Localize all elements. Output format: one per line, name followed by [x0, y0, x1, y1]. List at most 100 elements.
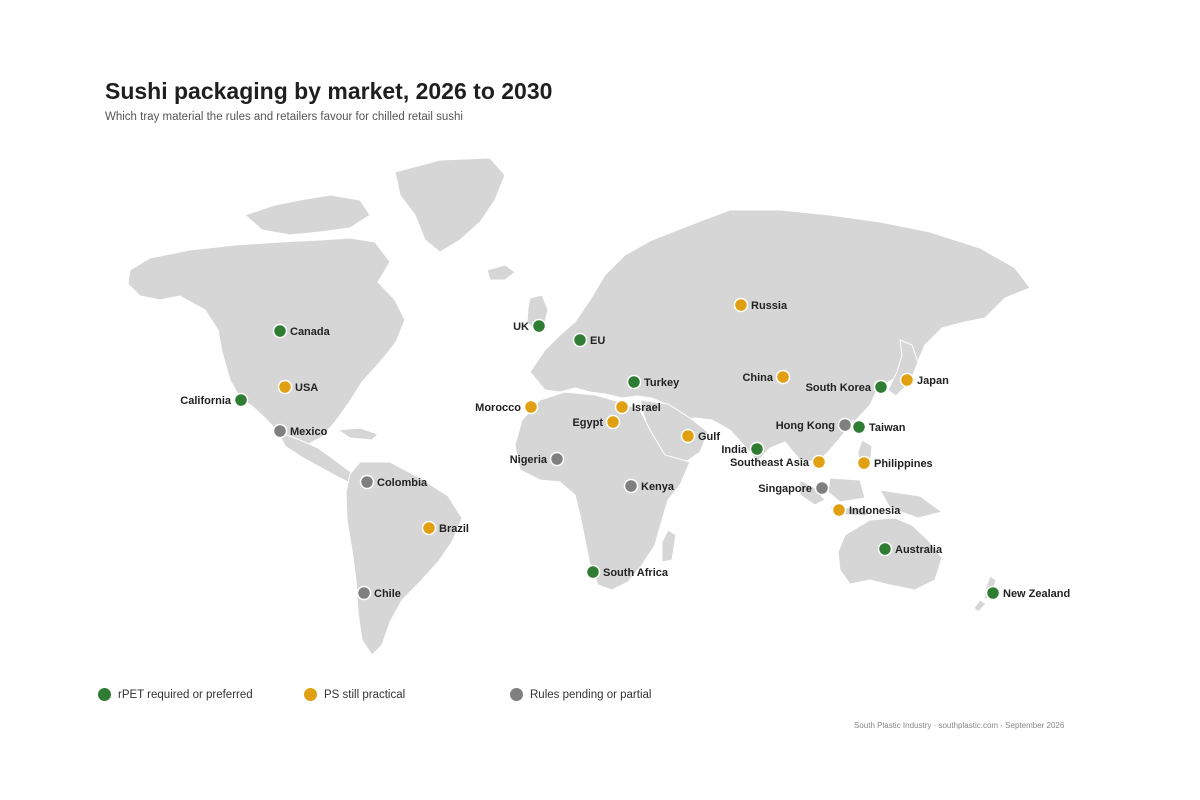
marker-label-nigeria: Nigeria: [510, 454, 548, 466]
madagascar-shape: [661, 529, 677, 563]
market-marker-southeast-asia: Southeast Asia: [730, 454, 827, 470]
map-title: Sushi packaging by market, 2026 to 2030: [105, 78, 553, 104]
marker-dot-eu: [572, 332, 588, 348]
marker-label-southeast-asia: Southeast Asia: [730, 457, 810, 469]
marker-dot-colombia: [359, 474, 375, 490]
marker-label-california: California: [180, 395, 232, 407]
market-marker-uk: UK: [513, 318, 547, 334]
marker-dot-south-korea: [873, 379, 889, 395]
japan-shape: [887, 339, 919, 397]
marker-label-indonesia: Indonesia: [849, 505, 901, 517]
marker-label-new-zealand: New Zealand: [1003, 588, 1070, 600]
marker-dot-uk: [531, 318, 547, 334]
source-footer: South Plastic Industry · southplastic.co…: [854, 721, 1065, 730]
caribbean-shape: [336, 427, 379, 441]
marker-dot-philippines: [856, 455, 872, 471]
market-marker-japan: Japan: [899, 372, 949, 388]
marker-label-usa: USA: [295, 382, 318, 394]
marker-dot-south-africa: [585, 564, 601, 580]
market-marker-kenya: Kenya: [623, 478, 675, 494]
legend-dot-rpet: [98, 688, 111, 701]
greenland-shape: [394, 157, 506, 253]
market-marker-russia: Russia: [733, 297, 788, 313]
marker-label-australia: Australia: [895, 544, 943, 556]
market-marker-south-africa: South Africa: [585, 564, 669, 580]
legend-label-ps: PS still practical: [324, 688, 406, 701]
marker-label-gulf: Gulf: [698, 431, 720, 443]
market-marker-brazil: Brazil: [421, 520, 469, 536]
south-america-shape: [345, 461, 463, 656]
marker-dot-southeast-asia: [811, 454, 827, 470]
marker-dot-morocco: [523, 399, 539, 415]
market-marker-usa: USA: [277, 379, 318, 395]
market-marker-gulf: Gulf: [680, 428, 720, 444]
marker-dot-india: [749, 441, 765, 457]
marker-dot-kenya: [623, 478, 639, 494]
legend-label-rpet: rPET required or preferred: [118, 688, 253, 701]
marker-dot-brazil: [421, 520, 437, 536]
legend-dot-ps: [304, 688, 317, 701]
marker-label-uk: UK: [513, 321, 529, 333]
market-marker-india: India: [721, 441, 765, 457]
marker-label-israel: Israel: [632, 402, 661, 414]
market-marker-egypt: Egypt: [572, 414, 621, 430]
marker-label-taiwan: Taiwan: [869, 422, 906, 434]
marker-label-egypt: Egypt: [572, 417, 603, 429]
marker-dot-chile: [356, 585, 372, 601]
marker-label-south-africa: South Africa: [603, 567, 669, 579]
market-marker-turkey: Turkey: [626, 374, 680, 390]
map-subtitle: Which tray material the rules and retail…: [105, 111, 463, 123]
marker-label-brazil: Brazil: [439, 523, 469, 535]
marker-dot-gulf: [680, 428, 696, 444]
legend-item-ps: PS still practical: [304, 688, 405, 701]
market-markers: Canada USA California Mexico Colombia Brazil C…: [180, 297, 1070, 601]
marker-dot-russia: [733, 297, 749, 313]
marker-label-eu: EU: [590, 335, 605, 347]
marker-dot-hong-kong: [837, 417, 853, 433]
marker-dot-taiwan: [851, 419, 867, 435]
marker-label-russia: Russia: [751, 300, 788, 312]
central-america-shape: [276, 431, 361, 485]
market-marker-south-korea: South Korea: [806, 379, 889, 395]
marker-dot-israel: [614, 399, 630, 415]
market-marker-colombia: Colombia: [359, 474, 428, 490]
marker-label-singapore: Singapore: [758, 483, 812, 495]
landmasses: [127, 157, 1031, 656]
legend-item-pending: Rules pending or partial: [510, 688, 651, 701]
market-marker-taiwan: Taiwan: [851, 419, 906, 435]
market-marker-indonesia: Indonesia: [831, 502, 901, 518]
marker-dot-nigeria: [549, 451, 565, 467]
marker-label-morocco: Morocco: [475, 402, 521, 414]
market-marker-canada: Canada: [272, 323, 331, 339]
market-marker-china: China: [742, 369, 791, 385]
marker-dot-singapore: [814, 480, 830, 496]
market-marker-singapore: Singapore: [758, 480, 830, 496]
marker-dot-egypt: [605, 414, 621, 430]
market-marker-california: California: [180, 392, 249, 408]
market-marker-nigeria: Nigeria: [510, 451, 565, 467]
marker-dot-canada: [272, 323, 288, 339]
market-marker-mexico: Mexico: [272, 423, 328, 439]
marker-dot-china: [775, 369, 791, 385]
marker-label-philippines: Philippines: [874, 458, 933, 470]
legend-dot-pending: [510, 688, 523, 701]
market-marker-new-zealand: New Zealand: [985, 585, 1070, 601]
marker-dot-turkey: [626, 374, 642, 390]
north-america-shape: [127, 237, 406, 451]
marker-dot-california: [233, 392, 249, 408]
marker-dot-indonesia: [831, 502, 847, 518]
legend: rPET required or preferred PS still prac…: [98, 688, 798, 708]
market-marker-philippines: Philippines: [856, 455, 933, 471]
marker-dot-new-zealand: [985, 585, 1001, 601]
market-marker-hong-kong: Hong Kong: [776, 417, 853, 433]
marker-label-chile: Chile: [374, 588, 401, 600]
market-marker-australia: Australia: [877, 541, 943, 557]
marker-dot-japan: [899, 372, 915, 388]
market-marker-morocco: Morocco: [475, 399, 539, 415]
marker-label-turkey: Turkey: [644, 377, 680, 389]
marker-label-canada: Canada: [290, 326, 331, 338]
marker-dot-australia: [877, 541, 893, 557]
africa-shape: [514, 391, 691, 591]
arctic-islands-shape: [244, 194, 371, 236]
marker-dot-usa: [277, 379, 293, 395]
